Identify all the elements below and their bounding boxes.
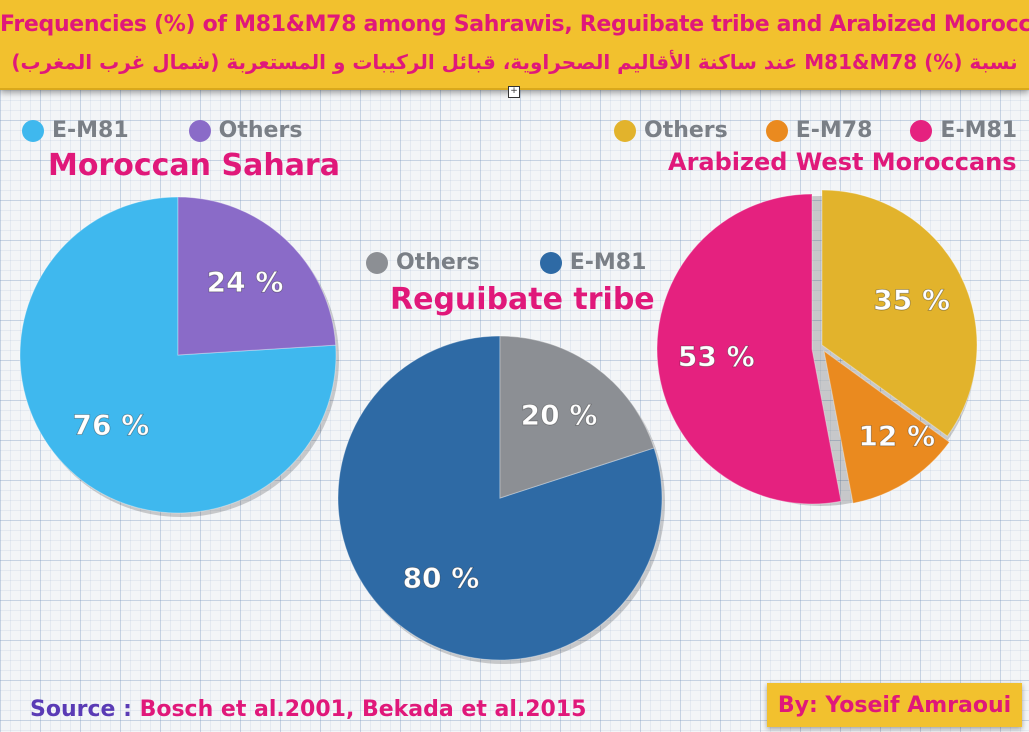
pie-slice-e-m81 [19,196,337,514]
chart-title-sahara: Moroccan Sahara [48,148,340,183]
legend-dot-icon [910,119,933,142]
pie-data-label: 35 % [873,283,950,316]
pie-data-label: 20 % [521,399,598,432]
pie-slice-e-m81 [337,335,663,661]
legend-west: Others E-M78 E-M81 [614,118,1017,143]
move-handle-icon[interactable]: + [508,86,520,98]
pie-data-label: 80 % [403,561,480,594]
legend-item-e-m81: E-M81 [22,118,129,143]
pie-slice-others [821,189,978,437]
pie-slice-e-m78 [823,349,951,504]
legend-item-e-m81: E-M81 [539,250,647,275]
legend-item-e-m81: E-M81 [910,118,1017,143]
pie-slice-others [177,196,337,356]
legend-label: E-M81 [940,118,1018,143]
legend-dot-icon [765,119,788,142]
legend-reguibate: Others E-M81 [366,250,646,275]
pie-data-label: 12 % [858,419,935,452]
title-banner: Frequencies (%) of M81&M78 among Sahrawi… [0,0,1029,90]
source-label: Source : [30,697,132,722]
legend-label: Others [396,250,480,275]
source-line: Source : Bosch et al.2001, Bekada et al.… [30,697,586,722]
legend-dot-icon [366,251,388,274]
pie-data-label: 76 % [73,408,150,441]
pie-data-label: 24 % [207,266,284,299]
legend-item-others: Others [614,118,728,143]
legend-dot-icon [614,119,636,142]
legend-label: Others [218,118,303,143]
legend-label: E-M81 [569,250,647,275]
pie-chart-2: 35 % 12 % 53 % [656,189,978,506]
pie-slice-others [499,335,655,499]
pie-data-label: 53 % [678,340,755,373]
pie-slice-e-m81 [656,193,842,505]
legend-label: E-M81 [52,118,129,143]
legend-sahara: E-M81 Others [22,118,302,143]
pie-chart-0: 76 % 24 % [19,196,339,517]
legend-dot-icon [188,119,211,142]
legend-label: E-M78 [795,118,873,143]
chart-title-west: Arabized West Moroccans [668,148,1017,176]
legend-item-e-m78: E-M78 [765,118,873,143]
pie-chart-1: 80 % 20 % [337,335,665,664]
legend-item-others: Others [366,250,480,275]
title-english: Frequencies (%) of M81&M78 among Sahrawi… [0,12,1029,37]
legend-dot-icon [539,251,562,274]
legend-label: Others [644,118,728,143]
source-text: Bosch et al.2001, Bekada et al.2015 [139,697,587,722]
legend-dot-icon [22,119,44,142]
author-badge: By: Yoseif Amraoui [767,683,1022,727]
legend-item-others: Others [188,118,303,143]
chart-title-reguibate: Reguibate tribe [390,282,655,317]
title-arabic: نسبة (%) M81&M78 عند ساكنة الأقاليم الصح… [11,50,1018,74]
